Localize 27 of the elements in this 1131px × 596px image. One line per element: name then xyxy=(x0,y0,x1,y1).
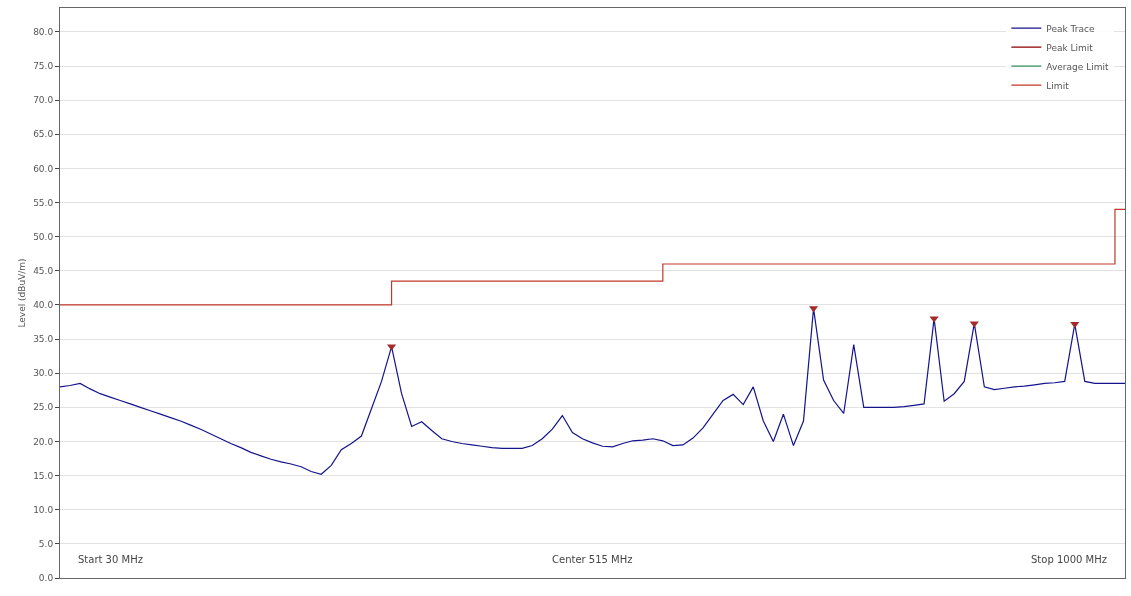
y-tick-label: 80.0 xyxy=(33,27,54,38)
legend-label: Average Limit xyxy=(1046,61,1109,72)
y-tick-label: 30.0 xyxy=(33,368,54,379)
y-tick-label: 60.0 xyxy=(33,163,54,174)
y-tick-label: 70.0 xyxy=(33,95,54,106)
legend-label: Limit xyxy=(1046,80,1070,91)
y-tick-label: 15.0 xyxy=(33,470,54,481)
legend-label: Peak Limit xyxy=(1046,42,1094,53)
y-tick-label: 20.0 xyxy=(33,436,54,447)
y-tick-label: 50.0 xyxy=(33,231,54,242)
y-tick-label: 10.0 xyxy=(33,504,54,515)
y-tick-label: 0.0 xyxy=(38,573,54,584)
annotation: Center 515 MHz xyxy=(552,554,633,565)
point xyxy=(969,321,979,328)
annotation: Stop 1000 MHz xyxy=(1031,554,1107,565)
point xyxy=(1070,322,1080,329)
y-tick-label: 55.0 xyxy=(33,197,54,208)
y-axis-title: Level (dBuV/m) xyxy=(16,258,27,328)
y-tick-label: 65.0 xyxy=(33,129,54,140)
y-tick-label: 5.0 xyxy=(38,539,54,550)
annotation: Start 30 MHz xyxy=(78,554,143,565)
y-tick-label: 75.0 xyxy=(33,61,54,72)
y-tick-label: 40.0 xyxy=(33,300,54,311)
y-tick-label: 25.0 xyxy=(33,402,54,413)
legend-label: Peak Trace xyxy=(1046,23,1095,34)
y-tick-label: 35.0 xyxy=(33,334,54,345)
y-tick-label: 45.0 xyxy=(33,265,54,276)
